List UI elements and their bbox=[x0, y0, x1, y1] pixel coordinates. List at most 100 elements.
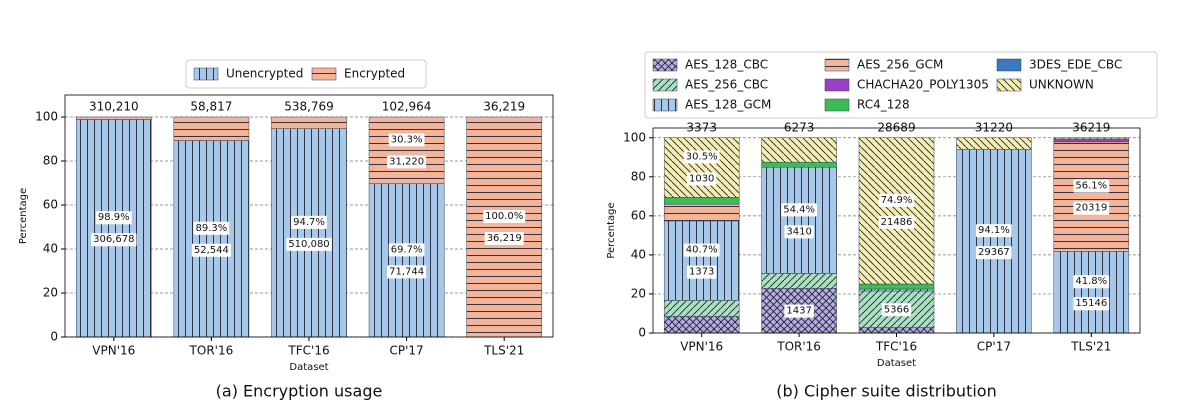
y-tick-label: 40 bbox=[43, 242, 58, 256]
legend-label: AES_256_CBC bbox=[685, 78, 768, 92]
data-label: 21486 bbox=[881, 217, 913, 228]
label-box bbox=[388, 133, 425, 147]
y-tick-label: 0 bbox=[50, 330, 58, 344]
data-label: 306,678 bbox=[93, 234, 134, 245]
bar-segment bbox=[663, 315, 740, 334]
label-box bbox=[387, 265, 427, 279]
data-label: 36,219 bbox=[487, 233, 522, 244]
bar-segment bbox=[858, 288, 935, 292]
bar-segment bbox=[761, 161, 837, 168]
label-box bbox=[388, 243, 425, 257]
y-axis-label: Percentage bbox=[606, 202, 617, 258]
bar-segment bbox=[1053, 251, 1130, 334]
total-label: 3373 bbox=[686, 120, 717, 134]
data-label: 15146 bbox=[1075, 298, 1107, 309]
y-tick-label: 60 bbox=[43, 198, 58, 212]
data-label: 29367 bbox=[978, 247, 1010, 258]
y-tick-label: 0 bbox=[638, 326, 646, 340]
label-box bbox=[193, 221, 230, 235]
data-label: 94.7% bbox=[293, 217, 325, 228]
data-label: 1437 bbox=[786, 306, 811, 317]
legend-swatch bbox=[652, 78, 678, 92]
label-box bbox=[484, 232, 524, 245]
label-box bbox=[91, 233, 137, 247]
y-tick-label: 80 bbox=[43, 154, 58, 168]
label-box bbox=[387, 155, 427, 169]
bar-segment bbox=[271, 116, 347, 129]
legend-swatch bbox=[996, 78, 1022, 92]
data-label: 1373 bbox=[689, 267, 714, 278]
legend-swatch bbox=[193, 67, 219, 81]
x-tick-label: VPN'16 bbox=[92, 344, 135, 358]
bar-segment bbox=[75, 119, 152, 338]
label-box bbox=[1073, 201, 1110, 215]
label-box bbox=[291, 215, 327, 229]
bar-segment bbox=[761, 273, 837, 289]
y-tick-label: 40 bbox=[631, 247, 646, 261]
caption: (b) Cipher suite distribution bbox=[776, 382, 996, 401]
plot-frame bbox=[64, 94, 554, 338]
total-label: 310,210 bbox=[89, 100, 139, 114]
data-label: 3410 bbox=[786, 226, 811, 237]
total-label: 28689 bbox=[877, 120, 915, 134]
legend-label: Unencrypted bbox=[226, 67, 303, 81]
bar-segment bbox=[663, 197, 740, 205]
data-label: 20319 bbox=[1075, 203, 1107, 214]
label-box bbox=[286, 237, 332, 251]
label-box bbox=[784, 304, 814, 318]
y-tick-label: 20 bbox=[631, 286, 646, 300]
total-label: 538,769 bbox=[284, 100, 334, 114]
x-tick-label: TOR'16 bbox=[189, 344, 234, 358]
bar-segment bbox=[956, 137, 1032, 150]
legend-box bbox=[644, 51, 1158, 119]
label-box bbox=[1073, 297, 1110, 311]
bar-segment bbox=[761, 137, 837, 163]
legend-swatch bbox=[824, 98, 850, 112]
label-box bbox=[1073, 275, 1110, 289]
total-label: 31220 bbox=[975, 120, 1013, 134]
data-label: 56.1% bbox=[1075, 181, 1107, 192]
bar-segment bbox=[1053, 141, 1130, 252]
data-label: 54.4% bbox=[783, 204, 815, 215]
y-tick-label: 80 bbox=[631, 169, 646, 183]
label-box bbox=[683, 243, 720, 257]
data-label: 100.0% bbox=[485, 211, 523, 222]
y-tick-label: 60 bbox=[631, 208, 646, 222]
legend-label: Encrypted bbox=[344, 67, 405, 81]
data-label: 98.9% bbox=[98, 212, 130, 223]
bar-segment bbox=[1053, 137, 1130, 140]
legend-label: CHACHA20_POLY1305 bbox=[857, 78, 989, 92]
x-tick-label: TFC'16 bbox=[875, 340, 917, 354]
y-tick-label: 100 bbox=[35, 110, 58, 124]
y-tick-label: 20 bbox=[43, 286, 58, 300]
legend-label: RC4_128 bbox=[857, 98, 910, 112]
bar-segment bbox=[858, 327, 935, 334]
data-label: 41.8% bbox=[1075, 276, 1107, 287]
data-label: 69.7% bbox=[391, 244, 423, 255]
legend-swatch bbox=[996, 58, 1022, 72]
data-label: 30.3% bbox=[391, 134, 423, 145]
bar-segment bbox=[271, 128, 347, 338]
data-label: 94.1% bbox=[978, 225, 1010, 236]
x-tick-label: CP'17 bbox=[390, 344, 424, 358]
data-label: 30.5% bbox=[686, 152, 718, 163]
legend-label: UNKNOWN bbox=[1029, 78, 1094, 92]
bar-segment bbox=[858, 283, 935, 290]
data-label: 74.9% bbox=[881, 195, 913, 206]
bar-segment bbox=[663, 137, 740, 198]
y-tick-label: 100 bbox=[623, 130, 646, 144]
label-box bbox=[686, 172, 717, 186]
label-box bbox=[781, 203, 817, 217]
y-axis-label: Percentage bbox=[18, 188, 29, 244]
x-tick-label: VPN'16 bbox=[680, 340, 723, 354]
legend-swatch bbox=[652, 58, 678, 72]
legend-swatch bbox=[652, 98, 678, 112]
x-tick-label: TLS'21 bbox=[1070, 340, 1111, 354]
bar-segment bbox=[761, 166, 837, 274]
x-tick-label: CP'17 bbox=[977, 340, 1011, 354]
bar-segment bbox=[858, 137, 935, 285]
x-axis-label: Dataset bbox=[289, 362, 328, 373]
x-axis-label: Dataset bbox=[877, 358, 916, 369]
caption: (a) Encryption usage bbox=[216, 382, 383, 401]
